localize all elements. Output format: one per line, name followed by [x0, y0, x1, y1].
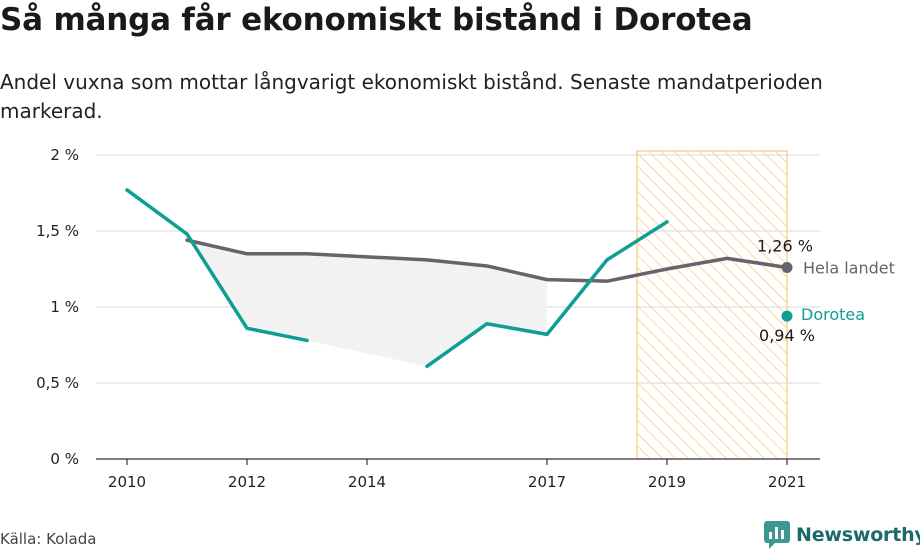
x-tick-label: 2012	[228, 473, 266, 491]
series-label-dorotea: Dorotea	[801, 305, 865, 324]
end-point-hela_landet	[781, 261, 793, 273]
x-tick-label: 2021	[768, 473, 806, 491]
series-line-dorotea	[425, 220, 669, 369]
chart-subtitle: Andel vuxna som mottar långvarigt ekonom…	[0, 70, 823, 123]
series-line-dorotea	[125, 188, 309, 343]
newsworthy-logo-icon	[764, 521, 790, 549]
x-tick-label: 2014	[348, 473, 386, 491]
brand-logo: Newsworthy	[764, 519, 920, 551]
y-tick-label: 0 %	[50, 450, 79, 468]
y-tick-label: 2 %	[50, 146, 79, 164]
series-line-hela_landet	[185, 238, 789, 283]
end-point-dorotea	[781, 310, 793, 322]
chart-title: Så många får ekonomiskt bistånd i Dorote…	[0, 2, 753, 38]
brand-name: Newsworthy	[796, 524, 920, 546]
value-label-dorotea: 0,94 %	[759, 326, 815, 345]
y-tick-label: 0,5 %	[36, 374, 79, 392]
y-tick-label: 1 %	[50, 298, 79, 316]
x-tick-label: 2010	[108, 473, 146, 491]
x-tick-label: 2019	[648, 473, 686, 491]
x-tick-label: 2017	[528, 473, 566, 491]
source-note: Källa: Kolada	[0, 530, 97, 548]
value-label-hela-landet: 1,26 %	[757, 236, 813, 255]
highlight-period	[636, 150, 788, 460]
series-label-hela-landet: Hela landet	[803, 258, 895, 277]
y-tick-label: 1,5 %	[36, 222, 79, 240]
